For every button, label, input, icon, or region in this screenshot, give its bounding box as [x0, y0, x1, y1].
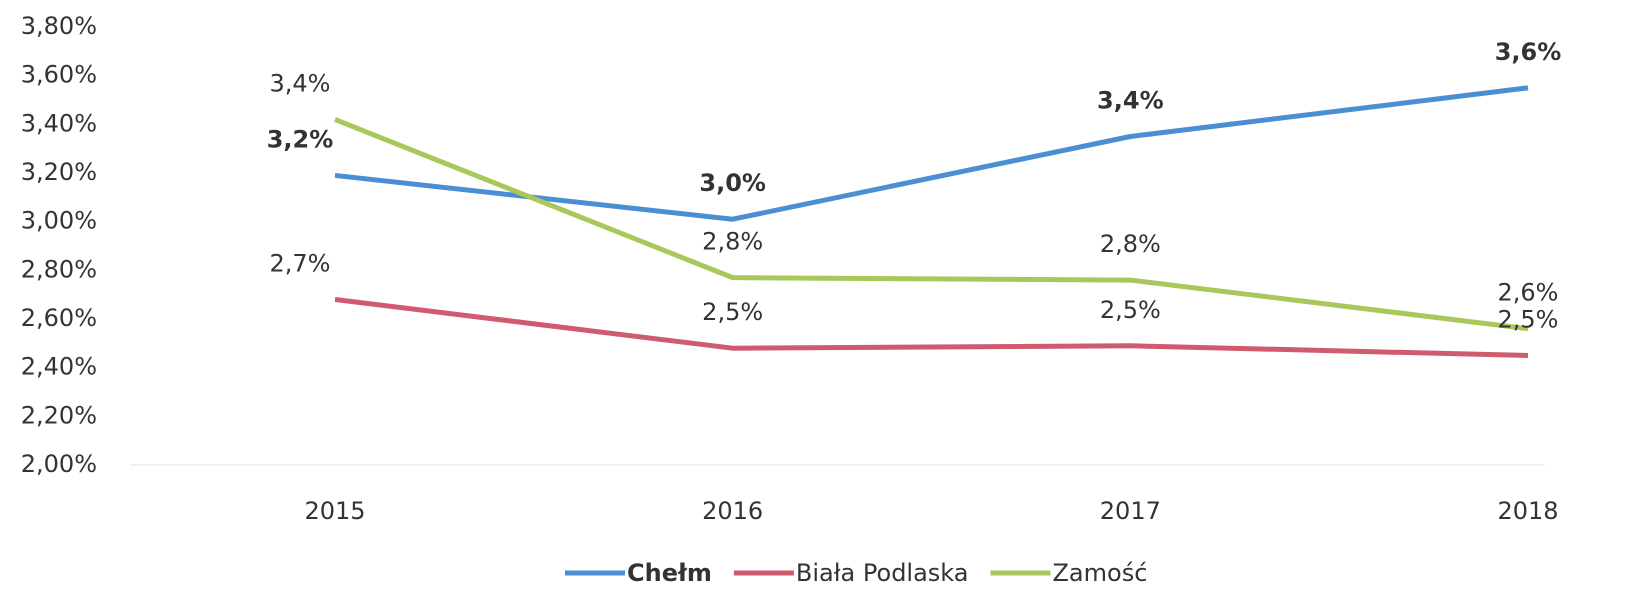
y-tick-label: 2,60% — [21, 304, 97, 332]
y-tick-label: 3,00% — [21, 207, 97, 235]
y-tick-label: 3,40% — [21, 109, 97, 137]
legend-label: Chełm — [627, 559, 712, 587]
x-tick-label: 2017 — [1100, 497, 1161, 525]
y-tick-label: 2,20% — [21, 401, 97, 429]
y-tick-label: 2,00% — [21, 450, 97, 478]
data-label: 2,8% — [702, 228, 763, 256]
data-label: 3,4% — [270, 69, 331, 97]
data-label: 2,5% — [1498, 306, 1559, 334]
y-tick-label: 3,80% — [21, 12, 97, 40]
data-label: 2,8% — [1100, 230, 1161, 258]
series-line — [334, 85, 1529, 222]
y-tick-label: 2,80% — [21, 255, 97, 283]
data-label: 3,4% — [1097, 87, 1164, 115]
series-line — [334, 117, 1529, 332]
y-tick-label: 3,20% — [21, 158, 97, 186]
data-label: 2,6% — [1498, 279, 1559, 307]
data-label: 2,5% — [1100, 296, 1161, 324]
series-line — [334, 297, 1529, 358]
legend-label: Biała Podlaska — [796, 559, 969, 587]
data-label: 2,5% — [702, 298, 763, 326]
data-label: 3,2% — [267, 125, 334, 153]
y-tick-label: 3,60% — [21, 61, 97, 89]
x-tick-label: 2018 — [1497, 497, 1558, 525]
data-label: 2,7% — [270, 250, 331, 278]
x-tick-label: 2016 — [702, 497, 763, 525]
y-tick-label: 2,40% — [21, 353, 97, 381]
legend-label: Zamość — [1052, 559, 1147, 587]
data-label: 3,0% — [699, 169, 766, 197]
data-label: 3,6% — [1495, 38, 1562, 66]
x-tick-label: 2015 — [304, 497, 365, 525]
